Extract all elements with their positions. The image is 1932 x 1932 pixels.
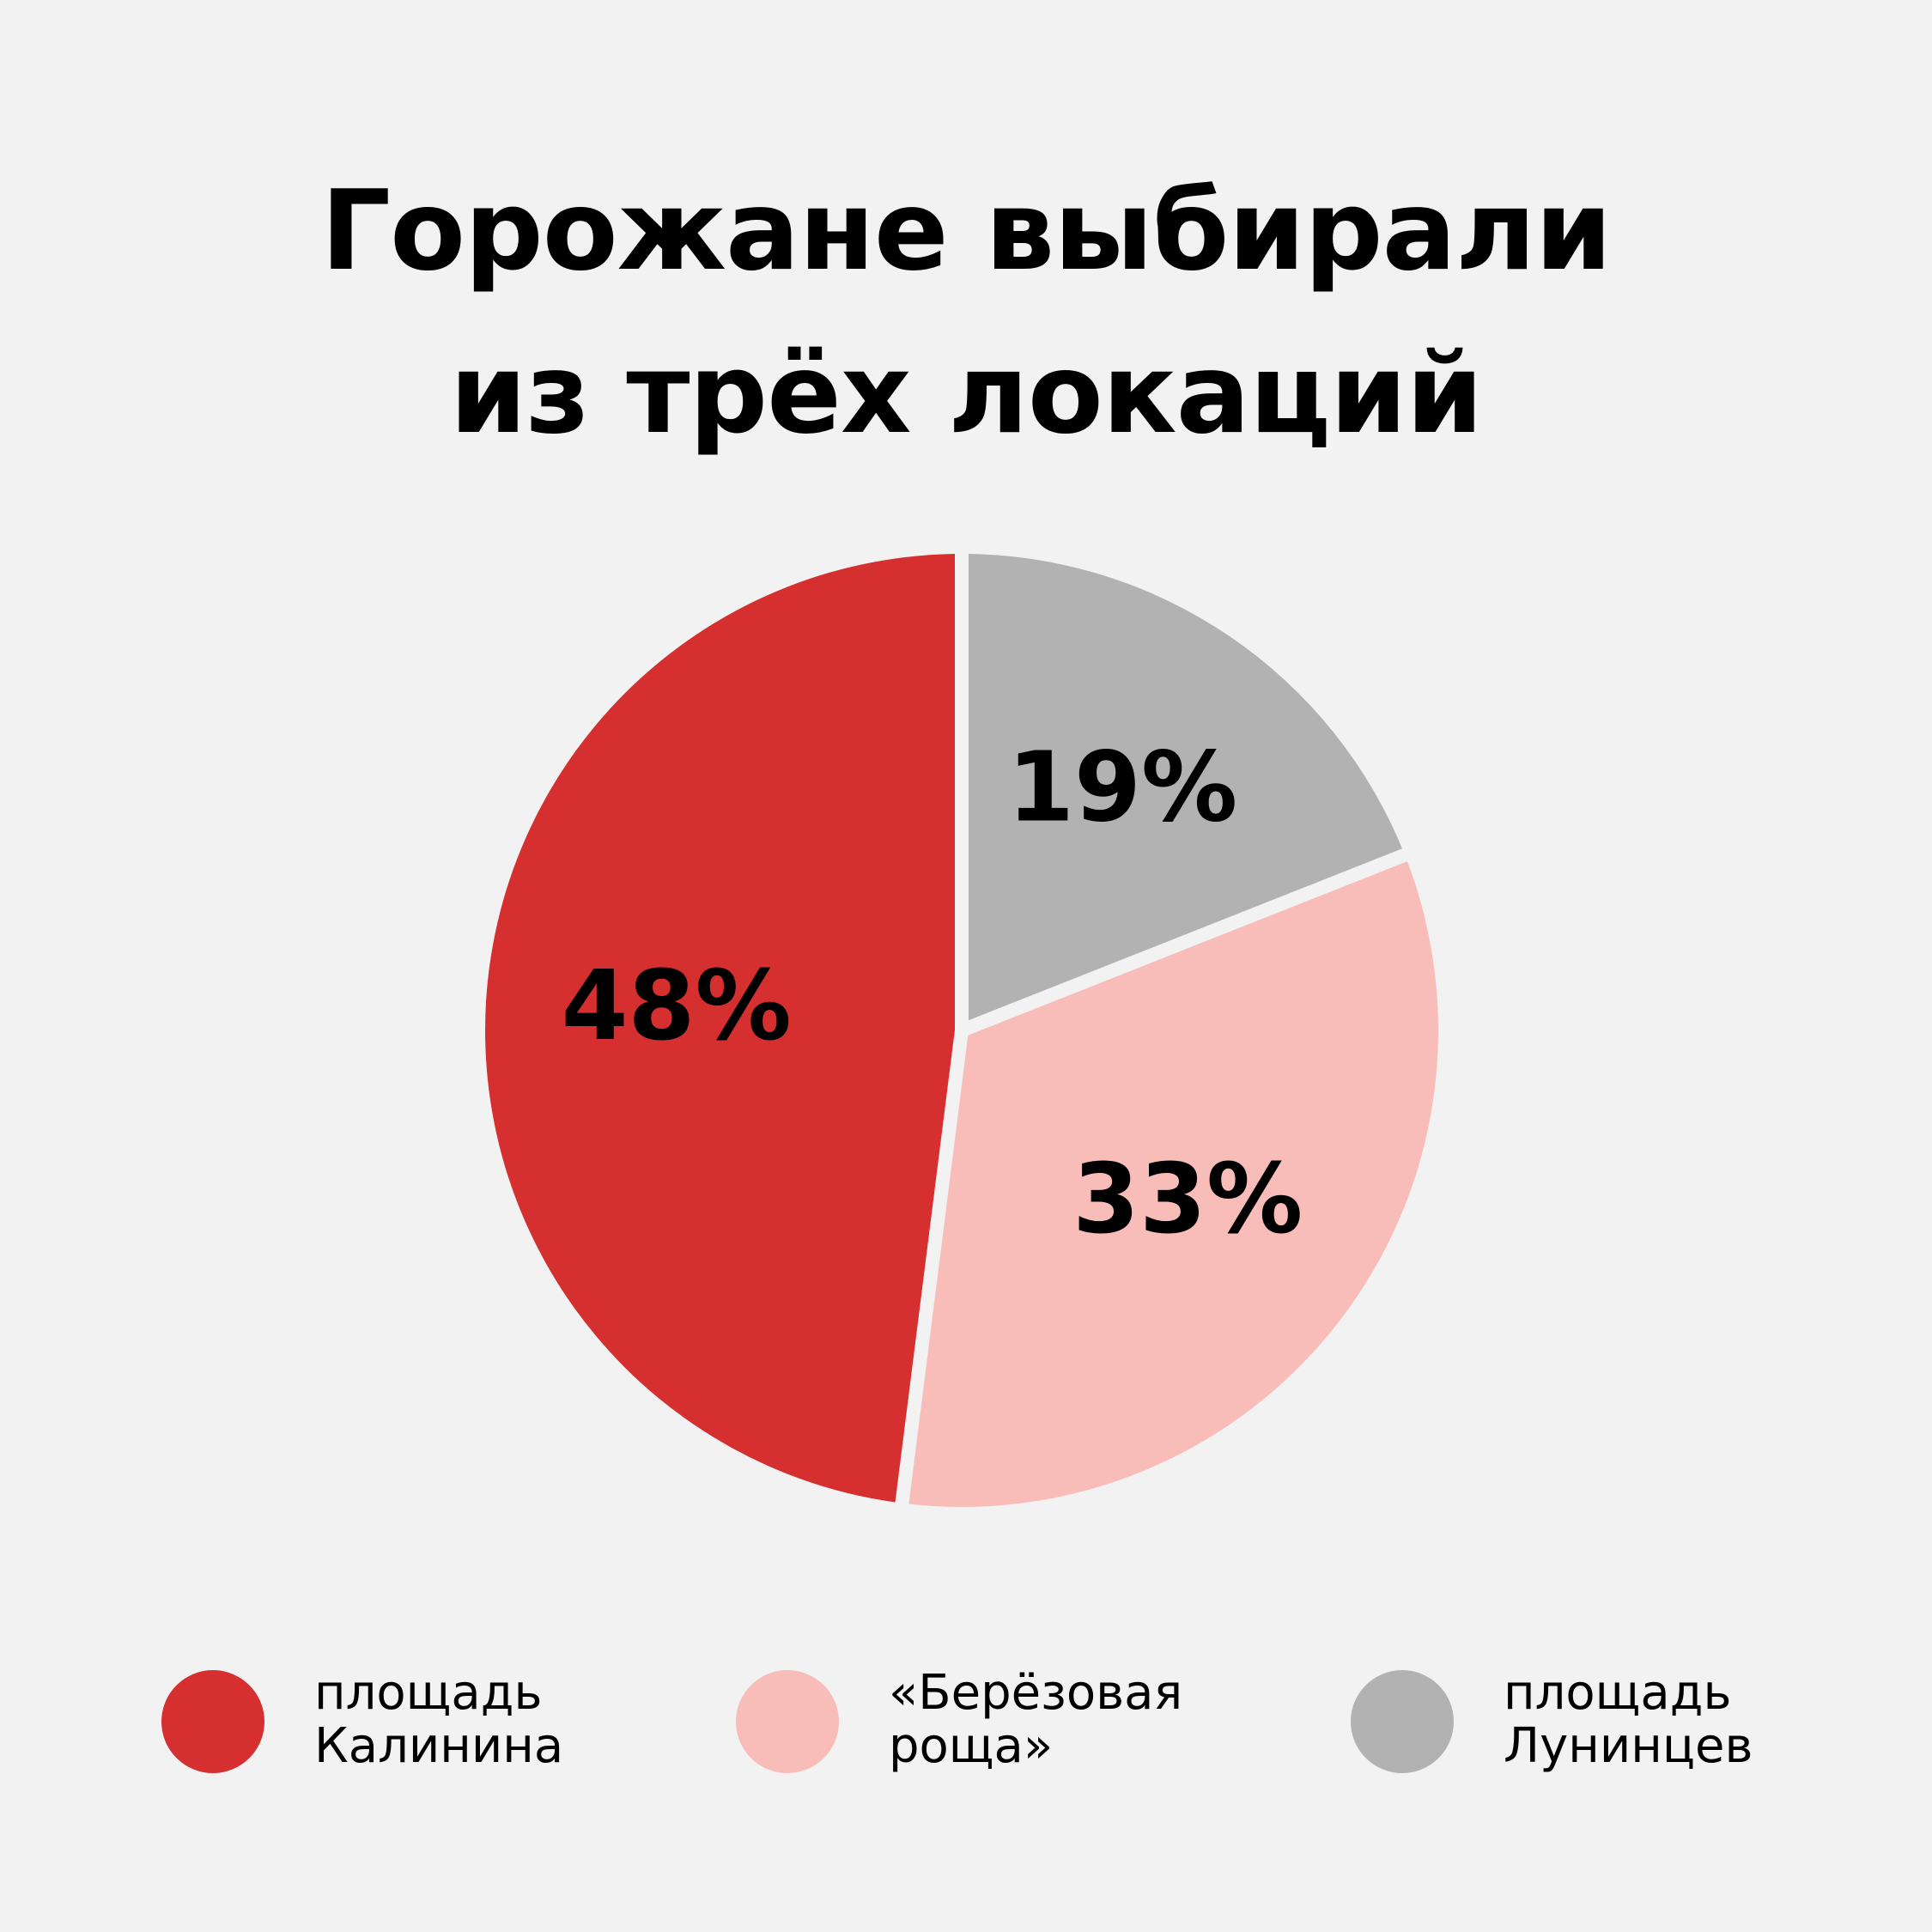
legend-swatch-berezovaya xyxy=(736,1670,839,1773)
legend-label-luninсev-line-1: площадь xyxy=(1504,1665,1732,1721)
chart-title-line-2: из трёх локаций xyxy=(449,331,1484,459)
chart-title: Горожане выбирали из трёх локаций xyxy=(0,150,1932,477)
pie-slice-1 xyxy=(902,854,1438,1508)
pie-slice-0 xyxy=(484,554,962,1504)
legend-label-kalinina-line-2: Калинина xyxy=(314,1718,564,1774)
slice-value-label-2: 19% xyxy=(1007,732,1237,843)
legend-label-kalinina: площадь Калинина xyxy=(314,1667,563,1773)
slice-separator-1 xyxy=(959,847,1411,1037)
chart-title-line-1: Горожане выбирали xyxy=(320,167,1613,295)
slice-value-label-1: 33% xyxy=(1072,1144,1303,1255)
slice-value-label-0: 48% xyxy=(562,951,792,1062)
legend-label-luninсev-line-2: Лунинцев xyxy=(1504,1718,1753,1774)
legend-label-berezovaya-line-1: «Берёзовая xyxy=(889,1665,1183,1721)
pie-slice-2 xyxy=(962,554,1406,1030)
legend-label-berezovaya-line-2: роща» xyxy=(889,1718,1054,1774)
slice-separator-2 xyxy=(895,1029,969,1508)
legend-swatch-luninсev xyxy=(1351,1670,1454,1773)
legend-label-luninсev: площадь Лунинцев xyxy=(1504,1667,1753,1773)
legend-label-berezovaya: «Берёзовая роща» xyxy=(889,1667,1182,1773)
legend-swatch-kalinina xyxy=(161,1670,264,1773)
legend-label-kalinina-line-1: площадь xyxy=(314,1665,543,1721)
